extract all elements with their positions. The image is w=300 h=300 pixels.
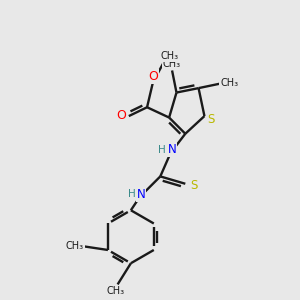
- Text: H: H: [158, 145, 166, 155]
- Text: N: N: [168, 143, 176, 156]
- Text: CH₃: CH₃: [162, 59, 181, 69]
- Text: CH₃: CH₃: [106, 286, 124, 296]
- Text: N: N: [137, 188, 146, 201]
- Text: S: S: [190, 179, 197, 192]
- Text: S: S: [207, 112, 214, 125]
- Text: CH₃: CH₃: [220, 78, 238, 88]
- Text: O: O: [116, 109, 126, 122]
- Text: H: H: [128, 189, 135, 199]
- Text: CH₃: CH₃: [161, 51, 179, 61]
- Text: CH₃: CH₃: [66, 241, 84, 250]
- Text: O: O: [148, 70, 158, 83]
